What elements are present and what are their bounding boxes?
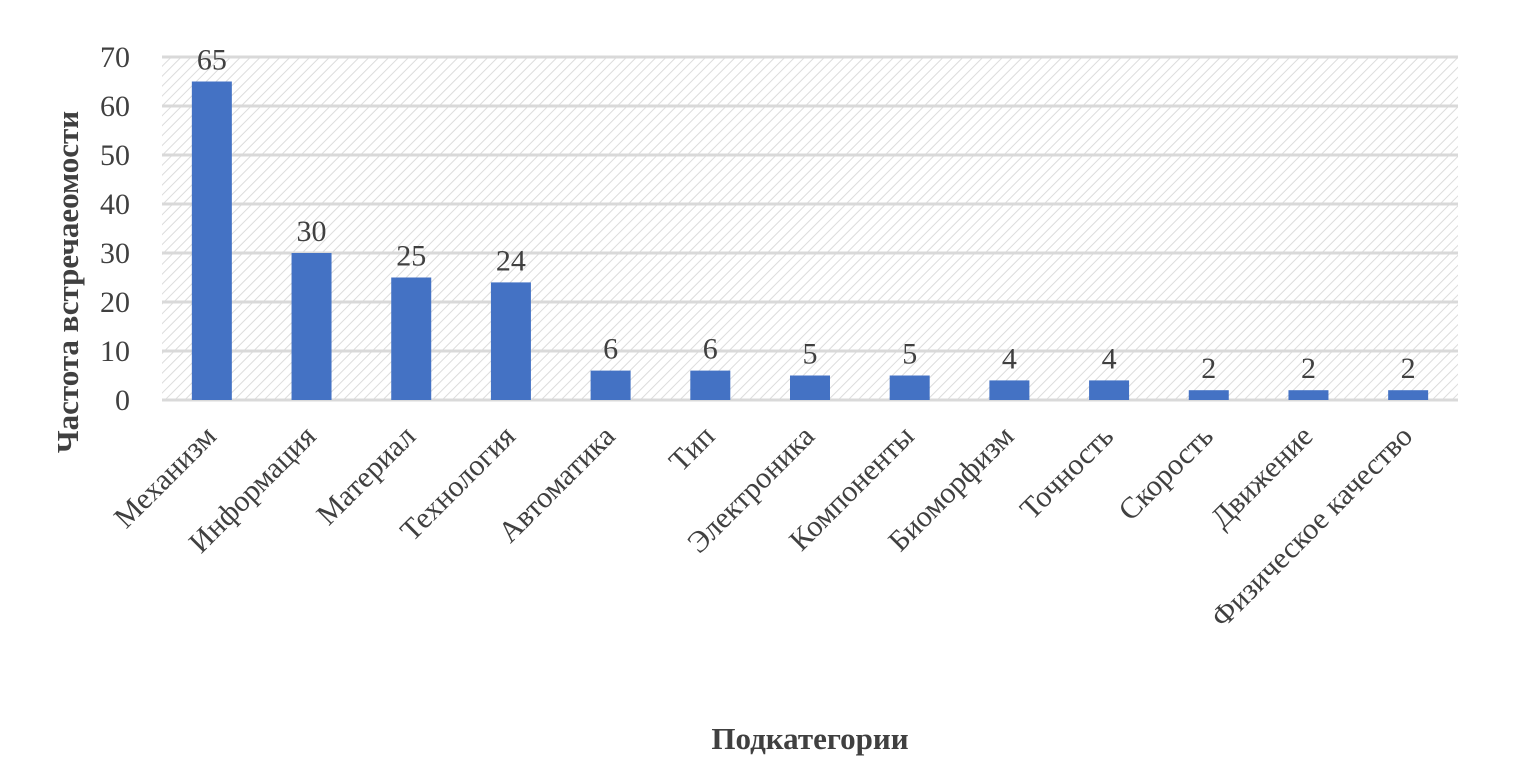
y-tick-label: 40 (100, 188, 130, 221)
bar (291, 253, 332, 400)
plot-area-background (162, 57, 1458, 400)
bar (1089, 380, 1130, 400)
x-tick-label: Тип (663, 420, 721, 478)
bar (1288, 390, 1329, 400)
bar (590, 370, 631, 400)
bar (1188, 390, 1229, 400)
bar (690, 370, 731, 400)
y-axis-title: Частота встречаеомости (50, 111, 85, 453)
y-tick-label: 0 (115, 384, 130, 417)
data-label: 4 (1002, 342, 1017, 375)
data-label: 4 (1102, 342, 1117, 375)
bar (1388, 390, 1429, 400)
y-tick-label: 30 (100, 237, 130, 270)
data-label: 30 (297, 215, 327, 248)
bar (790, 375, 830, 400)
bar (989, 380, 1030, 400)
data-label: 65 (197, 44, 227, 77)
y-tick-label: 10 (100, 335, 130, 368)
bar (191, 81, 232, 400)
data-label: 2 (1301, 352, 1316, 385)
y-tick-label: 60 (100, 90, 130, 123)
x-axis-title: Подкатегории (711, 721, 908, 756)
data-label: 6 (703, 333, 718, 366)
data-label: 2 (1401, 352, 1416, 385)
y-axis-ticks: 0 10 20 30 40 50 60 70 (100, 41, 130, 417)
bar-series (191, 81, 1429, 400)
data-label: 6 (603, 333, 618, 366)
bar (391, 277, 432, 400)
data-label: 25 (396, 240, 426, 273)
data-label: 5 (803, 338, 818, 371)
x-tick-label: Точность (1014, 420, 1120, 526)
data-label: 2 (1201, 352, 1216, 385)
x-tick-label: Физическое качество (1205, 420, 1419, 634)
y-tick-label: 50 (100, 139, 130, 172)
data-label: 24 (496, 244, 526, 277)
bar (490, 282, 531, 400)
gridlines (162, 55, 1458, 402)
bar (889, 375, 930, 400)
y-tick-label: 70 (100, 41, 130, 74)
y-tick-label: 20 (100, 286, 130, 319)
x-axis-ticks: МеханизмИнформацияМатериалТехнологияАвто… (108, 419, 1419, 633)
data-label: 5 (902, 338, 917, 371)
